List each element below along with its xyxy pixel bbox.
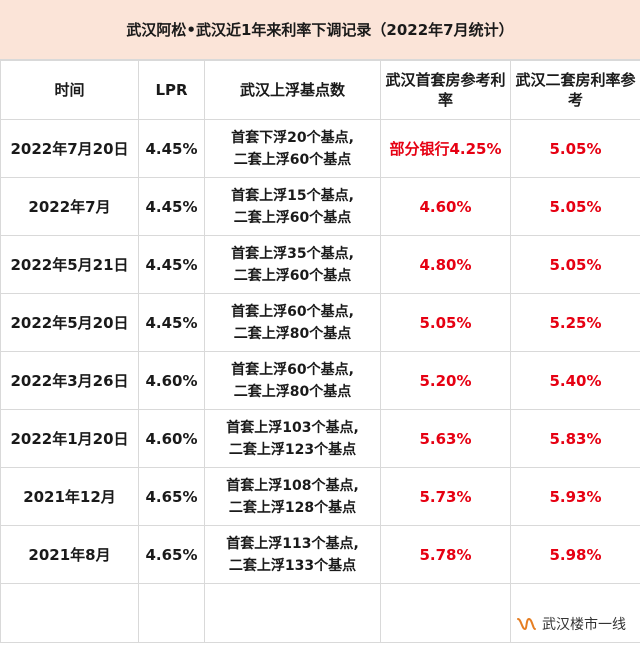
cell-float: 首套上浮15个基点, 二套上浮60个基点 bbox=[204, 177, 381, 236]
cell-first-rate: 部分银行4.25% bbox=[380, 119, 511, 178]
header-second-rate: 武汉二套房利率参考 bbox=[510, 60, 640, 120]
cell-second-rate: 5.83% bbox=[510, 409, 640, 468]
cell-second-rate: 5.40% bbox=[510, 351, 640, 410]
cell-lpr: 4.45% bbox=[138, 235, 205, 294]
cell-first-rate: 5.63% bbox=[380, 409, 511, 468]
cell-float: 首套上浮60个基点, 二套上浮80个基点 bbox=[204, 351, 381, 410]
cell-float-first: 首套上浮113个基点, bbox=[226, 535, 359, 552]
cell-lpr: 4.65% bbox=[138, 525, 205, 584]
cell-second-rate: 5.98% bbox=[510, 525, 640, 584]
table-row: 2021年12月 4.65% 首套上浮108个基点, 二套上浮128个基点 5.73% 5… bbox=[0, 467, 640, 526]
cell-empty bbox=[0, 583, 139, 643]
cell-float: 首套上浮35个基点, 二套上浮60个基点 bbox=[204, 235, 381, 294]
cell-lpr: 4.45% bbox=[138, 119, 205, 178]
cell-float-second: 二套上浮60个基点 bbox=[233, 267, 352, 284]
cell-float-first: 首套下浮20个基点, bbox=[231, 129, 354, 146]
table-row: 2021年8月 4.65% 首套上浮113个基点, 二套上浮133个基点 5.78% 5.… bbox=[0, 525, 640, 584]
cell-float: 首套上浮103个基点, 二套上浮123个基点 bbox=[204, 409, 381, 468]
cell-time: 2022年3月26日 bbox=[0, 351, 139, 410]
cell-float-first: 首套上浮108个基点, bbox=[226, 477, 359, 494]
cell-float: 首套下浮20个基点, 二套上浮60个基点 bbox=[204, 119, 381, 178]
cell-float: 首套上浮113个基点, 二套上浮133个基点 bbox=[204, 525, 381, 584]
sheet-title: 武汉阿松•武汉近1年来利率下调记录（2022年7月统计） bbox=[0, 0, 640, 60]
wechat-channel-icon bbox=[517, 617, 536, 631]
cell-empty bbox=[204, 583, 381, 643]
cell-float-first: 首套上浮15个基点, bbox=[231, 187, 354, 204]
cell-float-first: 首套上浮60个基点, bbox=[231, 361, 354, 378]
cell-time: 2022年5月20日 bbox=[0, 293, 139, 352]
header-float: 武汉上浮基点数 bbox=[204, 60, 381, 120]
cell-float-first: 首套上浮35个基点, bbox=[231, 245, 354, 262]
cell-lpr: 4.45% bbox=[138, 293, 205, 352]
cell-first-rate: 5.05% bbox=[380, 293, 511, 352]
cell-first-rate: 5.78% bbox=[380, 525, 511, 584]
cell-first-rate: 4.60% bbox=[380, 177, 511, 236]
table-row: 2022年3月26日 4.60% 首套上浮60个基点, 二套上浮80个基点 5.20% 5… bbox=[0, 351, 640, 410]
header-first-rate: 武汉首套房参考利率 bbox=[380, 60, 511, 120]
cell-float: 首套上浮60个基点, 二套上浮80个基点 bbox=[204, 293, 381, 352]
cell-time: 2022年7月 bbox=[0, 177, 139, 236]
cell-float-second: 二套上浮123个基点 bbox=[228, 441, 357, 458]
cell-empty bbox=[380, 583, 511, 643]
cell-time: 2022年5月21日 bbox=[0, 235, 139, 294]
cell-float-second: 二套上浮60个基点 bbox=[233, 151, 352, 168]
header-lpr: LPR bbox=[138, 60, 205, 120]
cell-float-second: 二套上浮60个基点 bbox=[233, 209, 352, 226]
cell-empty bbox=[510, 583, 640, 643]
cell-time: 2021年8月 bbox=[0, 525, 139, 584]
cell-float-first: 首套上浮103个基点, bbox=[226, 419, 359, 436]
cell-float-second: 二套上浮80个基点 bbox=[233, 325, 352, 342]
cell-second-rate: 5.05% bbox=[510, 119, 640, 178]
cell-second-rate: 5.05% bbox=[510, 177, 640, 236]
table-row: 2022年5月21日 4.45% 首套上浮35个基点, 二套上浮60个基点 4.80% 5… bbox=[0, 235, 640, 294]
table-row: 2022年1月20日 4.60% 首套上浮103个基点, 二套上浮123个基点 5.63… bbox=[0, 409, 640, 468]
cell-float-second: 二套上浮133个基点 bbox=[228, 557, 357, 574]
cell-float-second: 二套上浮80个基点 bbox=[233, 383, 352, 400]
cell-lpr: 4.45% bbox=[138, 177, 205, 236]
cell-second-rate: 5.05% bbox=[510, 235, 640, 294]
cell-second-rate: 5.25% bbox=[510, 293, 640, 352]
cell-lpr: 4.65% bbox=[138, 467, 205, 526]
cell-time: 2021年12月 bbox=[0, 467, 139, 526]
rate-table: 时间 LPR 武汉上浮基点数 武汉首套房参考利率 武汉二套房利率参考 2022年… bbox=[0, 60, 640, 643]
cell-lpr: 4.60% bbox=[138, 351, 205, 410]
cell-float-first: 首套上浮60个基点, bbox=[231, 303, 354, 320]
cell-empty bbox=[138, 583, 205, 643]
table-row: 2022年5月20日 4.45% 首套上浮60个基点, 二套上浮80个基点 5.05% 5… bbox=[0, 293, 640, 352]
cell-first-rate: 4.80% bbox=[380, 235, 511, 294]
cell-second-rate: 5.93% bbox=[510, 467, 640, 526]
table-row: 2022年7月20日 4.45% 首套下浮20个基点, 二套上浮60个基点 部分银行4.… bbox=[0, 119, 640, 178]
cell-lpr: 4.60% bbox=[138, 409, 205, 468]
cell-first-rate: 5.20% bbox=[380, 351, 511, 410]
cell-float: 首套上浮108个基点, 二套上浮128个基点 bbox=[204, 467, 381, 526]
cell-first-rate: 5.73% bbox=[380, 467, 511, 526]
table-header-row: 时间 LPR 武汉上浮基点数 武汉首套房参考利率 武汉二套房利率参考 bbox=[0, 60, 640, 120]
table-row: 2022年7月 4.45% 首套上浮15个基点, 二套上浮60个基点 4.60% 5.05… bbox=[0, 177, 640, 236]
cell-time: 2022年7月20日 bbox=[0, 119, 139, 178]
header-time: 时间 bbox=[0, 60, 139, 120]
cell-float-second: 二套上浮128个基点 bbox=[228, 499, 357, 516]
table-row-empty bbox=[0, 583, 640, 643]
watermark-text: 武汉楼市一线 bbox=[542, 617, 626, 633]
cell-time: 2022年1月20日 bbox=[0, 409, 139, 468]
watermark: 武汉楼市一线 bbox=[516, 614, 626, 634]
